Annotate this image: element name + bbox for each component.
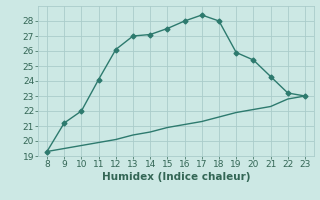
- X-axis label: Humidex (Indice chaleur): Humidex (Indice chaleur): [102, 172, 250, 182]
